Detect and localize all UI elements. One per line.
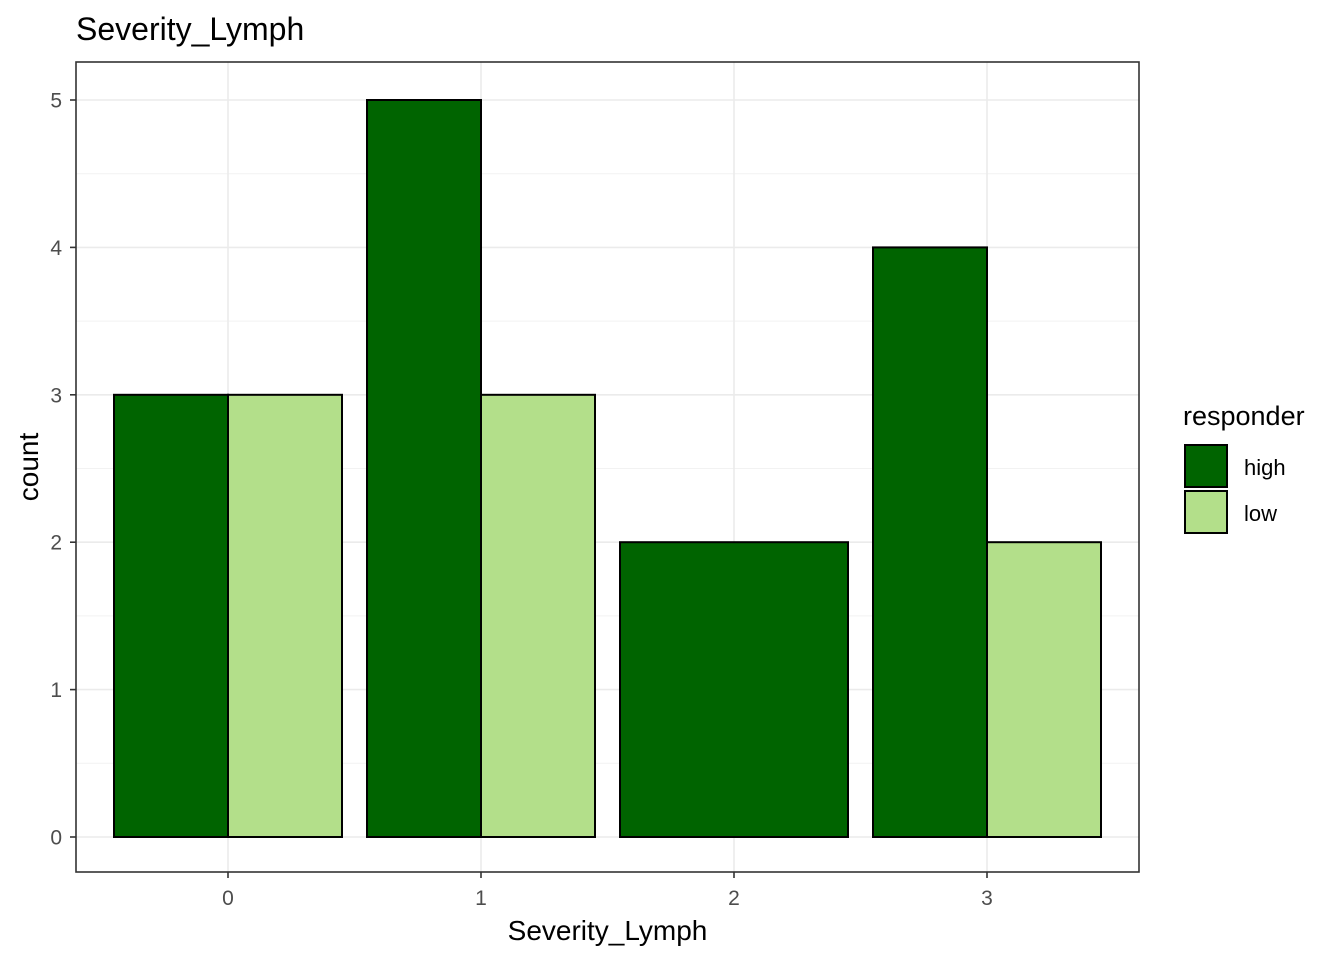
y-tick-label: 5 [50,90,62,113]
y-tick-label: 3 [50,384,62,407]
legend-label-low: low [1244,501,1277,526]
bar-high-2 [619,541,849,838]
y-tick-label: 1 [50,679,62,702]
bar-high-0 [113,393,229,838]
legend: responder high low [1183,401,1305,534]
y-axis: 0 1 2 3 4 5 [50,90,76,850]
y-tick-label: 2 [50,532,62,555]
legend-title: responder [1183,401,1305,431]
y-tick-label: 0 [50,827,62,850]
x-axis-title: Severity_Lymph [508,915,708,946]
y-tick-label: 4 [50,237,62,260]
panel-border [75,61,1140,873]
chart-title: Severity_Lymph [76,11,304,47]
x-tick-label: 3 [981,887,993,910]
x-tick-label: 1 [475,887,487,910]
bar-high-1 [366,99,482,838]
x-tick-label: 2 [728,887,740,910]
bars [113,99,1102,838]
x-axis: 0 1 2 3 [222,872,993,910]
legend-key-low [1184,490,1228,534]
bar-low-3 [986,541,1102,838]
y-axis-title: count [13,433,44,502]
legend-label-high: high [1244,455,1286,480]
bar-high-3 [872,246,988,838]
bar-low-0 [227,393,343,838]
bar-low-1 [480,393,596,838]
legend-key-high [1184,444,1228,488]
x-tick-label: 0 [222,887,234,910]
